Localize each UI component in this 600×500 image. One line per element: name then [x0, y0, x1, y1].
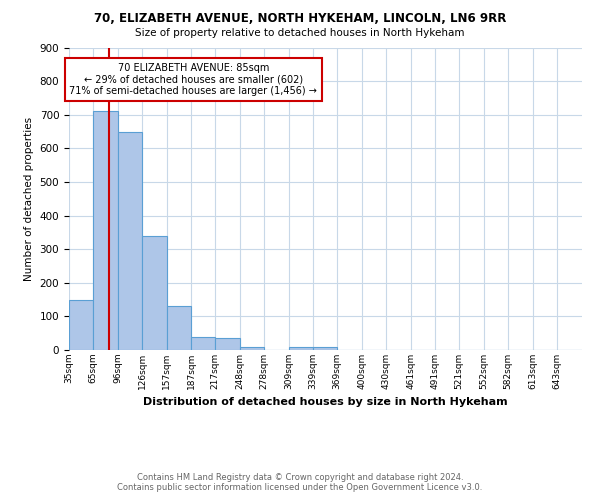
Bar [313, 346, 337, 350]
Bar [215, 338, 240, 350]
Bar [191, 336, 215, 350]
X-axis label: Distribution of detached houses by size in North Hykeham: Distribution of detached houses by size … [143, 398, 508, 407]
Text: Size of property relative to detached houses in North Hykeham: Size of property relative to detached ho… [135, 28, 465, 38]
Bar [118, 132, 142, 350]
Bar [289, 348, 313, 350]
Text: 70 ELIZABETH AVENUE: 85sqm
← 29% of detached houses are smaller (602)
71% of sem: 70 ELIZABETH AVENUE: 85sqm ← 29% of deta… [70, 62, 317, 96]
Bar [142, 236, 167, 350]
Text: 70, ELIZABETH AVENUE, NORTH HYKEHAM, LINCOLN, LN6 9RR: 70, ELIZABETH AVENUE, NORTH HYKEHAM, LIN… [94, 12, 506, 26]
Bar [167, 306, 191, 350]
Y-axis label: Number of detached properties: Number of detached properties [24, 116, 34, 281]
Text: Contains HM Land Registry data © Crown copyright and database right 2024.
Contai: Contains HM Land Registry data © Crown c… [118, 473, 482, 492]
Bar [93, 112, 118, 350]
Bar [69, 300, 93, 350]
Bar [240, 346, 264, 350]
